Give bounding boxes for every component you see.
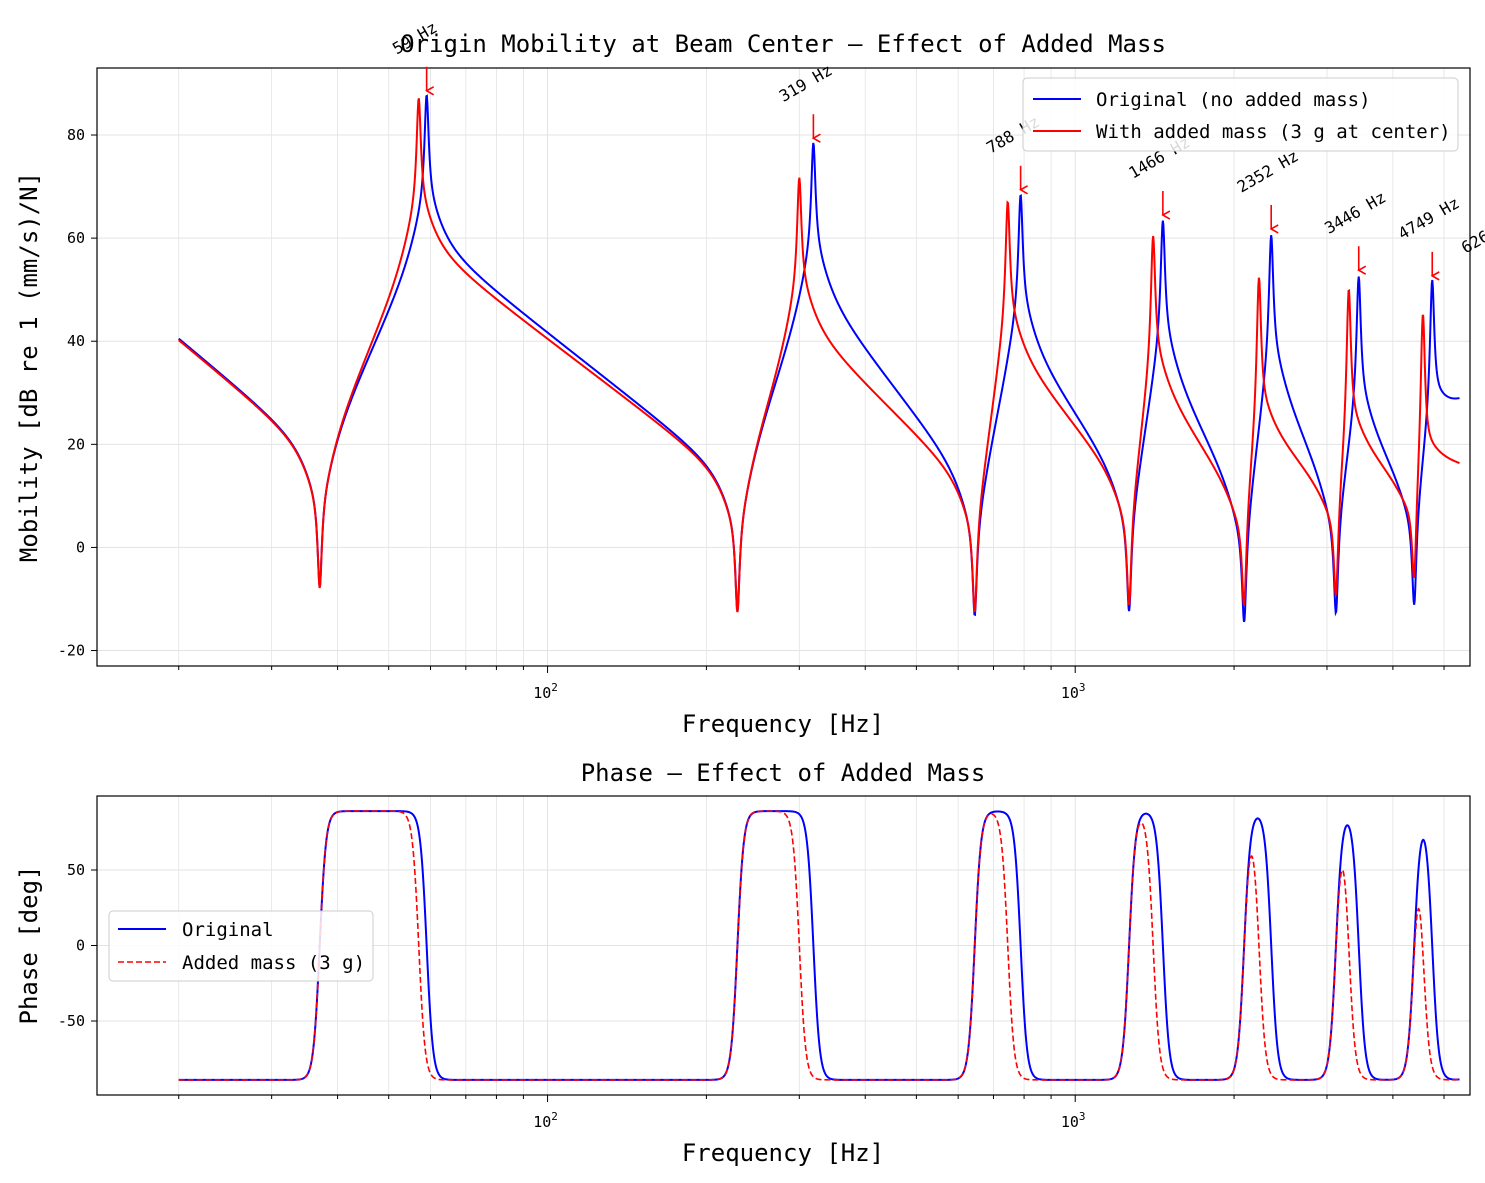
mobility-y-tick-label: 40 bbox=[67, 332, 85, 350]
phase-x-axis-label: Frequency [Hz] bbox=[682, 1139, 884, 1167]
phase-ticks: 102 103 -50 0 50 bbox=[58, 861, 1445, 1131]
phase-legend: Original Added mass (3 g) bbox=[108, 910, 374, 982]
phase-y-axis-label: Phase [deg] bbox=[15, 866, 43, 1025]
mobility-y-tick-label: -20 bbox=[58, 642, 85, 660]
mobility-x-tick-label: 102 bbox=[533, 681, 558, 702]
annotation-label: 319 Hz bbox=[776, 60, 836, 105]
phase-x-tick-label: 103 bbox=[1061, 1110, 1086, 1131]
phase-y-tick-label: 50 bbox=[67, 861, 85, 879]
mobility-legend-box bbox=[1022, 77, 1459, 152]
mobility-axes-frame bbox=[96, 67, 1471, 667]
mobility-line-added-mass bbox=[178, 98, 1460, 613]
legend-label-original: Original (no added mass) bbox=[1096, 89, 1371, 111]
mobility-y-tick-label: 20 bbox=[67, 435, 85, 453]
mobility-y-tick-label: 60 bbox=[67, 229, 85, 247]
phase-legend-label-added-mass: Added mass (3 g) bbox=[182, 952, 365, 974]
phase-legend-label-original: Original bbox=[182, 919, 274, 941]
annotation-label: 6261 Hz bbox=[1458, 207, 1485, 257]
phase-legend-box bbox=[108, 910, 374, 982]
phase-line-added-mass bbox=[178, 810, 1460, 1081]
mobility-x-tick-label: 103 bbox=[1061, 681, 1086, 702]
annotation-label: 4749 Hz bbox=[1395, 193, 1463, 243]
mobility-x-axis-label: Frequency [Hz] bbox=[682, 710, 884, 738]
phase-x-tick-label: 102 bbox=[533, 1110, 558, 1131]
mobility-y-axis-label: Mobility [dB re 1 (mm/s)/N] bbox=[15, 172, 43, 562]
phase-title: Phase — Effect of Added Mass bbox=[581, 759, 986, 787]
annotation-label: 3446 Hz bbox=[1321, 187, 1389, 237]
phase-grid bbox=[97, 796, 1470, 1095]
phase-y-tick-label: 0 bbox=[76, 937, 85, 955]
annotation-label: 2352 Hz bbox=[1234, 146, 1302, 196]
phase-panel: 102 103 -50 0 50 Phase — Effect of Added Mas… bbox=[15, 759, 1471, 1167]
phase-y-tick-label: -50 bbox=[58, 1012, 85, 1030]
legend-label-added-mass: With added mass (3 g at center) bbox=[1096, 121, 1451, 143]
mobility-grid bbox=[97, 68, 1470, 666]
mobility-legend: Original (no added mass) With added mass… bbox=[1022, 77, 1459, 152]
mobility-y-tick-label: 80 bbox=[67, 126, 85, 144]
mobility-title: Origin Mobility at Beam Center — Effect … bbox=[400, 30, 1166, 58]
mobility-y-tick-label: 0 bbox=[76, 538, 85, 556]
